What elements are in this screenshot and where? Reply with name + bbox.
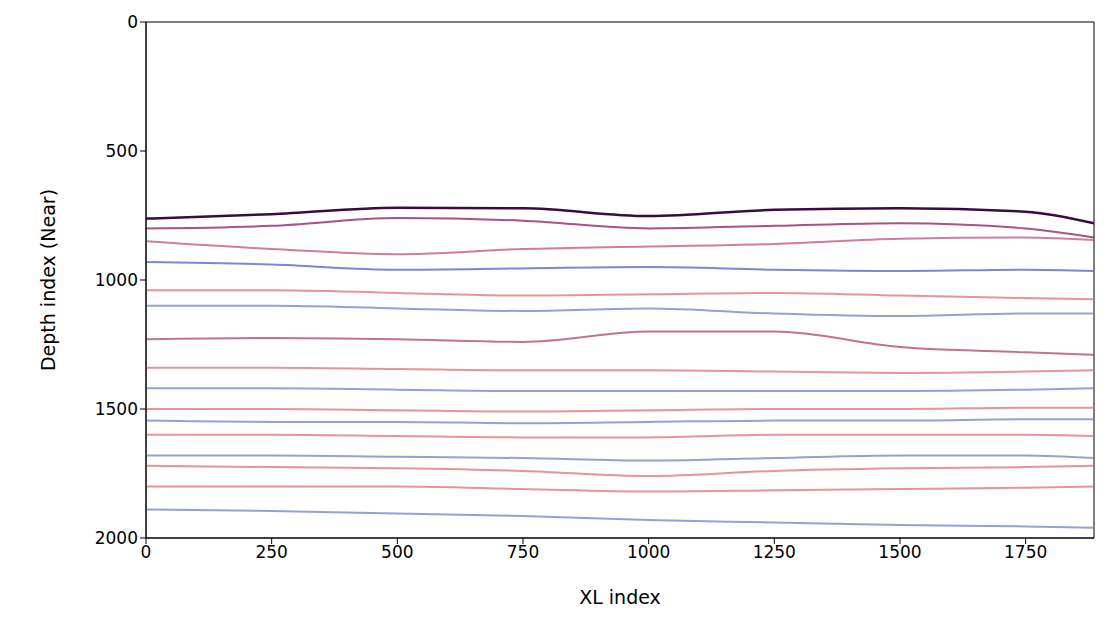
svg-text:1750: 1750 <box>1004 542 1047 562</box>
svg-text:Depth index (Near): Depth index (Near) <box>37 189 59 371</box>
svg-text:500: 500 <box>381 542 413 562</box>
svg-text:750: 750 <box>507 542 539 562</box>
svg-text:0: 0 <box>141 542 152 562</box>
svg-text:500: 500 <box>106 141 138 161</box>
svg-text:0: 0 <box>127 12 138 32</box>
svg-text:250: 250 <box>255 542 287 562</box>
svg-text:1500: 1500 <box>95 399 138 419</box>
svg-text:1000: 1000 <box>95 270 138 290</box>
svg-text:1000: 1000 <box>627 542 670 562</box>
svg-text:1500: 1500 <box>878 542 921 562</box>
svg-text:XL index: XL index <box>579 586 661 608</box>
svg-text:1250: 1250 <box>753 542 796 562</box>
svg-text:2000: 2000 <box>95 528 138 548</box>
